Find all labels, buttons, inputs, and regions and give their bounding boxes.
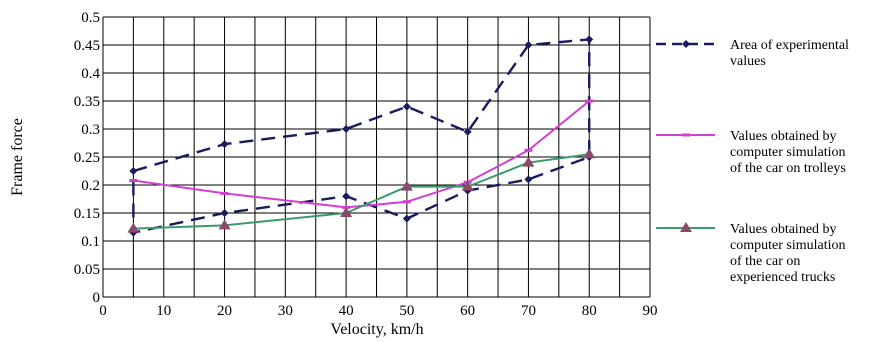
legend-label: experienced trucks — [730, 270, 835, 285]
x-tick-label: 40 — [339, 303, 354, 319]
series-line — [133, 100, 590, 209]
x-tick-label: 30 — [278, 303, 293, 319]
y-tick-label: 0.25 — [74, 150, 100, 166]
data-point — [127, 222, 140, 233]
legend-label: computer simulation — [730, 238, 845, 253]
x-tick-label: 0 — [99, 303, 107, 319]
data-point — [220, 209, 229, 217]
data-point — [220, 191, 229, 195]
data-point — [342, 125, 351, 133]
y-tick-labels: 0 0.05 0.1 0.15 0.2 0.25 0.3 0.35 0.4 0.45 0.5 — [74, 10, 101, 306]
x-tick-labels: 0 10 20 30 40 50 60 70 80 90 — [99, 303, 657, 319]
data-point — [522, 156, 535, 167]
y-tick-label: 0.45 — [74, 38, 100, 54]
y-tick-label: 0 — [93, 290, 101, 306]
series-2 — [129, 99, 594, 209]
legend-label: Values obtained by — [730, 222, 837, 237]
data-point — [524, 41, 533, 49]
data-point — [129, 167, 138, 175]
x-tick-label: 10 — [156, 303, 171, 319]
x-tick-label: 50 — [399, 303, 414, 319]
y-tick-label: 0.05 — [74, 262, 100, 278]
data-point — [585, 35, 594, 44]
legend-label: Values obtained by — [730, 129, 837, 144]
series-layer — [127, 35, 596, 237]
legend-label: values — [730, 54, 766, 69]
y-axis-title: Frame force — [9, 118, 26, 196]
data-point — [682, 40, 690, 48]
legend-label: computer simulation — [730, 145, 845, 160]
x-tick-label: 70 — [521, 303, 536, 319]
series-3 — [127, 148, 596, 233]
y-tick-label: 0.2 — [81, 178, 100, 194]
data-point — [461, 180, 474, 191]
data-point — [342, 192, 351, 201]
legend-label: Area of experimental — [730, 38, 849, 53]
data-point — [682, 133, 690, 137]
data-point — [524, 148, 533, 152]
x-tick-label: 60 — [460, 303, 475, 319]
data-point — [340, 207, 353, 217]
data-point — [129, 179, 138, 183]
y-tick-label: 0.3 — [81, 122, 100, 138]
data-point — [218, 219, 231, 230]
data-point — [524, 175, 533, 184]
y-tick-label: 0.4 — [81, 66, 100, 82]
data-point — [220, 140, 229, 149]
data-point — [402, 102, 411, 111]
x-tick-label: 20 — [217, 303, 232, 319]
series-1 — [129, 35, 594, 237]
y-tick-label: 0.5 — [81, 10, 100, 26]
data-point — [583, 148, 596, 159]
x-tick-label: 80 — [582, 303, 597, 319]
legend-label: of the car on trolleys — [730, 161, 846, 176]
x-axis-title: Velocity, km/h — [330, 321, 423, 338]
data-point — [402, 200, 411, 204]
y-tick-label: 0.35 — [74, 94, 100, 110]
legend-label: of the car on — [730, 254, 800, 269]
grid — [102, 16, 651, 298]
data-point — [402, 214, 411, 223]
y-tick-label: 0.1 — [81, 234, 100, 250]
data-point — [400, 180, 413, 191]
y-tick-label: 0.15 — [74, 206, 100, 222]
data-point — [585, 99, 594, 103]
x-tick-label: 90 — [643, 303, 658, 319]
data-point — [680, 222, 692, 232]
series-line — [132, 38, 591, 234]
data-point — [463, 127, 472, 136]
